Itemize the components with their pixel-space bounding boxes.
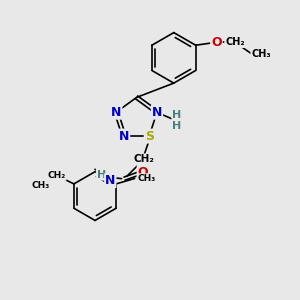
Text: N: N: [111, 106, 122, 119]
Text: N: N: [152, 106, 162, 119]
Text: CH₂: CH₂: [134, 154, 154, 164]
Text: CH₃: CH₃: [251, 49, 271, 58]
Text: O: O: [138, 166, 148, 178]
Text: S: S: [145, 130, 154, 142]
Text: CH₂: CH₂: [47, 171, 66, 180]
Text: H: H: [172, 121, 182, 131]
Text: N: N: [105, 174, 116, 187]
Text: CH₃: CH₃: [31, 181, 50, 190]
Text: H: H: [172, 110, 182, 120]
Text: O: O: [211, 36, 222, 49]
Text: N: N: [119, 130, 129, 142]
Text: H: H: [97, 170, 106, 180]
Text: CH₃: CH₃: [137, 174, 156, 183]
Text: CH₂: CH₂: [225, 37, 245, 47]
